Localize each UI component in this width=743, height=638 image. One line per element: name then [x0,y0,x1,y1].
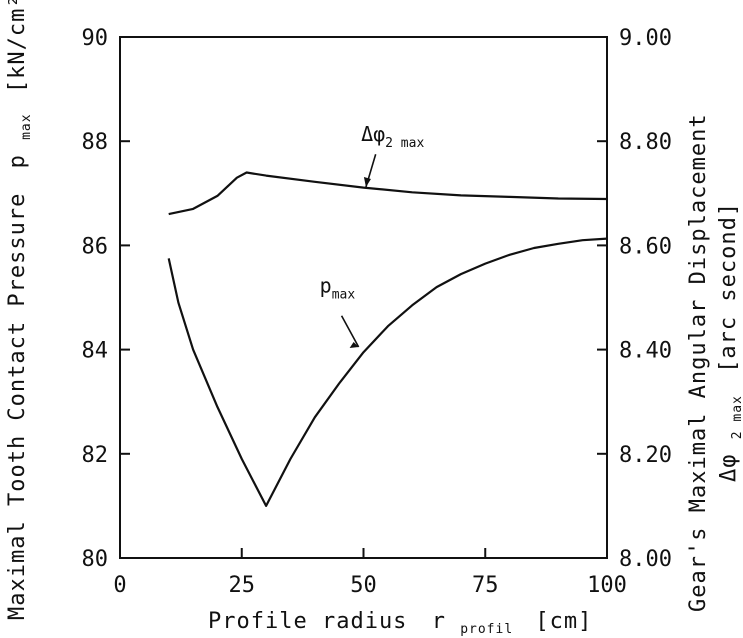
y-axis-left-title: Maximal Tooth Contact Pressure p max [kN… [5,0,36,620]
series-line-0 [167,237,608,507]
pmax-leader [340,315,360,348]
series-line-1 [168,171,608,216]
x-tick-label: 0 [113,573,126,598]
plot-frame [119,36,608,559]
y-axis-right-title: Gear's Maximal Angular Displacement [686,113,711,612]
ticks-group: 0 25 50 75 100 80 82 84 86 88 90 8.00 8.20 8.40 8.60 8.… [82,26,672,598]
y-right-tick-label: 8.60 [619,234,672,259]
dphi-arrowhead [363,177,371,188]
y-left-tick-label: 80 [82,547,109,572]
labels-group: Profile radius r profil [cm] Maximal Too… [5,0,743,638]
x-tick-label: 50 [350,573,377,598]
x-tick-label: 25 [229,573,256,598]
y-left-tick-label: 90 [82,26,109,51]
y-right-tick-label: 8.40 [619,339,672,364]
y-right-tick-label: 8.20 [619,443,672,468]
y-left-tick-label: 84 [82,339,109,364]
y-left-tick-label: 82 [82,443,109,468]
series-group [167,171,608,507]
y-right-tick-label: 8.00 [619,547,672,572]
x-tick-label: 75 [472,573,499,598]
pmax-arrowhead [349,341,359,348]
series-label-pmax: pmax [320,273,356,302]
y-axis-right-title-line2: Δφ 2 max [arc second] [716,202,743,482]
series-label-dphi: Δφ2 max [361,122,424,151]
x-tick-label: 100 [587,573,627,598]
y-right-tick-label: 9.00 [619,26,672,51]
x-axis-title: Profile radius r profil [cm] [208,609,592,638]
y-left-tick-label: 88 [82,130,109,155]
y-right-tick-label: 8.80 [619,130,672,155]
y-left-tick-label: 86 [82,234,109,259]
